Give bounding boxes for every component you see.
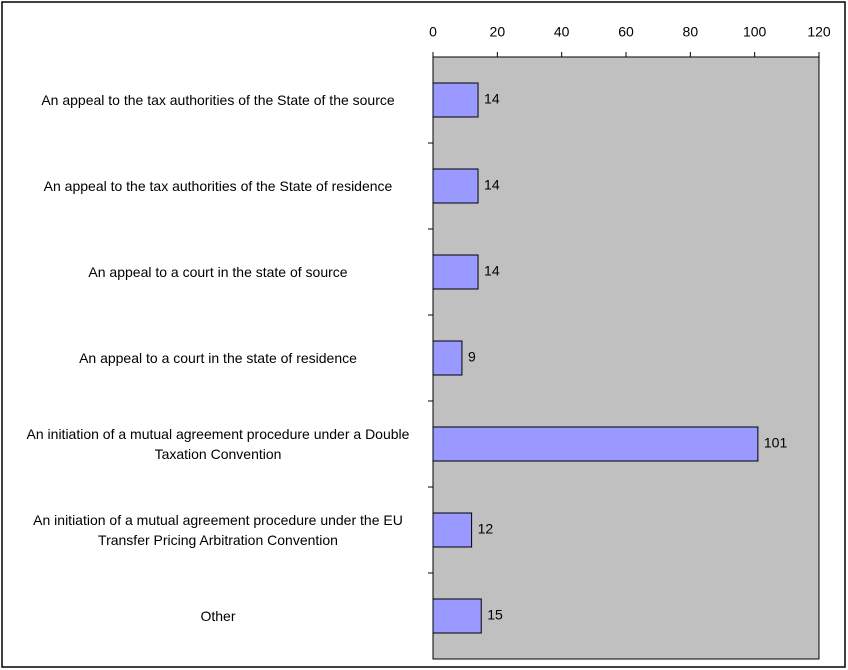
x-tick-label: 60 (618, 24, 634, 40)
y-tick-label: An initiation of a mutual agreement proc… (33, 512, 403, 548)
x-tick-label: 120 (807, 24, 831, 40)
data-label: 12 (478, 521, 494, 537)
x-tick-label: 40 (554, 24, 570, 40)
bar (432, 82, 479, 118)
y-tick-label: An initiation of a mutual agreement proc… (26, 426, 410, 462)
data-label: 101 (764, 435, 788, 451)
bar (432, 426, 759, 462)
x-tick-label: 0 (429, 24, 437, 40)
data-label: 15 (487, 607, 503, 623)
y-tick-label: An appeal to a court in the state of sou… (88, 264, 348, 280)
y-tick-label: Other (200, 608, 236, 624)
data-label: 9 (468, 349, 476, 365)
y-tick-label: An appeal to the tax authorities of the … (41, 92, 395, 108)
y-tick-label: An appeal to a court in the state of res… (79, 350, 357, 366)
data-label: 14 (484, 91, 500, 107)
bar (432, 254, 479, 290)
bar (432, 168, 479, 204)
x-tick-label: 100 (743, 24, 767, 40)
x-tick-label: 80 (683, 24, 699, 40)
data-label: 14 (484, 177, 500, 193)
y-tick-label: An appeal to the tax authorities of the … (43, 178, 393, 194)
bar (432, 340, 463, 376)
plot-area (432, 56, 820, 660)
data-label: 14 (484, 263, 500, 279)
bar (432, 512, 473, 548)
x-tick-label: 20 (490, 24, 506, 40)
bar (432, 598, 482, 634)
